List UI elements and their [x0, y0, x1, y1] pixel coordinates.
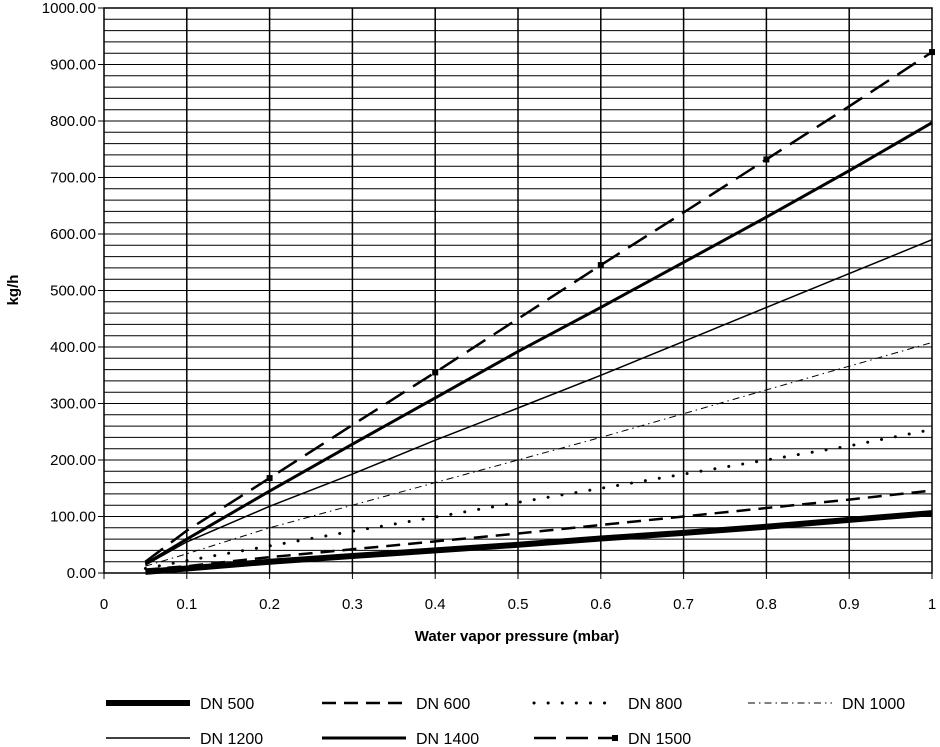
y-tick-label: 900.00 [50, 57, 96, 74]
x-tick-label: 0.2 [259, 596, 280, 613]
y-tick-label: 700.00 [50, 170, 96, 187]
legend-label: DN 1400 [416, 731, 479, 747]
y-axis-ticks: 0.00 100.00 200.00 300.00 400.00 500.00 600.00… [42, 0, 104, 582]
legend-label: DN 1200 [200, 731, 263, 747]
series-marker [929, 49, 935, 56]
legend-label: DN 1000 [842, 696, 905, 713]
x-tick-label: 0.8 [756, 596, 777, 613]
x-tick-label: 1 [928, 596, 936, 613]
x-axis-title: Water vapor pressure (mbar) [415, 628, 620, 645]
series-line-dn-1000 [145, 342, 933, 567]
legend-label: DN 1500 [628, 731, 691, 747]
series-line-dn-800 [143, 428, 934, 570]
series-marker [432, 369, 439, 376]
y-tick-label: 500.00 [50, 283, 96, 300]
x-tick-label: 0.5 [508, 596, 529, 613]
x-tick-label: 0.9 [839, 596, 860, 613]
y-tick-label: 1000.00 [42, 0, 96, 17]
y-axis-title: kg/h [5, 275, 22, 306]
y-tick-label: 800.00 [50, 113, 96, 130]
legend: DN 500 DN 600 DN 800 DN 1000 DN 1200 DN 1400 D… [106, 696, 905, 747]
y-tick-label: 0.00 [67, 565, 96, 582]
series-line-dn-1400 [144, 121, 933, 566]
grid [103, 7, 933, 574]
series-marker [597, 262, 604, 269]
x-tick-label: 0.6 [590, 596, 611, 613]
x-tick-label: 0 [100, 596, 108, 613]
legend-label: DN 500 [200, 696, 254, 713]
series-lines [143, 49, 935, 575]
series-marker [763, 156, 770, 163]
y-tick-label: 600.00 [50, 226, 96, 243]
x-tick-label: 0.7 [673, 596, 694, 613]
series-line-dn-500 [145, 510, 933, 575]
x-tick-label: 0.4 [425, 596, 446, 613]
y-tick-label: 200.00 [50, 452, 96, 469]
series-line-dn-600 [145, 489, 933, 571]
legend-label: DN 600 [416, 696, 470, 713]
y-tick-label: 300.00 [50, 396, 96, 413]
legend-marker [612, 735, 618, 741]
series-line-dn-1500 [144, 51, 933, 563]
x-axis-ticks: 0 0.1 0.2 0.3 0.4 0.5 0.6 0.7 0.8 0.9 1 [100, 573, 936, 613]
y-tick-label: 400.00 [50, 339, 96, 356]
legend-label: DN 800 [628, 696, 682, 713]
series-marker [266, 475, 273, 482]
x-tick-label: 0.1 [176, 596, 197, 613]
y-tick-label: 100.00 [50, 509, 96, 526]
series-line-dn-1200 [145, 239, 933, 566]
x-tick-label: 0.3 [342, 596, 363, 613]
